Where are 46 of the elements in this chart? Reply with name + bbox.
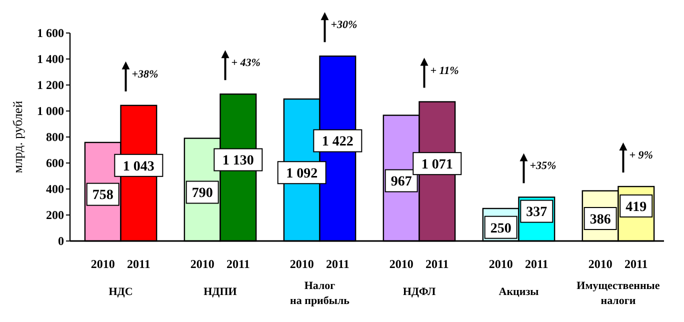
- text: 2010: [190, 257, 214, 271]
- annotation: + 11%: [430, 64, 459, 77]
- series-label: 2010: [90, 257, 115, 271]
- data-label: 790: [192, 186, 213, 202]
- data-label: 419: [626, 200, 647, 215]
- x-tick-label: Имущественные налоги: [576, 280, 660, 307]
- text: 2011: [624, 257, 648, 271]
- text: 2010: [488, 257, 513, 271]
- annotation: +38%: [132, 68, 158, 80]
- data-label: 337: [526, 205, 548, 220]
- x-tick-label: НДФЛ: [402, 286, 436, 298]
- text: 2011: [524, 257, 548, 271]
- y-axis-title: млрд. рублей: [10, 100, 25, 174]
- y-tick-label: 200: [46, 208, 64, 222]
- text: 2011: [326, 257, 350, 271]
- y-tick-label: 1 600: [37, 26, 64, 40]
- data-label: 1 071: [421, 157, 453, 172]
- text: 2010: [290, 257, 314, 271]
- annotation: + 43%: [231, 57, 260, 70]
- x-tick-label: НДС: [108, 286, 133, 298]
- data-label: 386: [590, 212, 611, 228]
- data-label: 758: [92, 188, 114, 204]
- data-label: 1 130: [222, 154, 254, 169]
- data-label: 967: [390, 174, 412, 190]
- x-tick-label: Налог на прибыль: [290, 280, 350, 307]
- data-label: 1 092: [286, 166, 318, 182]
- text: 2010: [389, 257, 414, 271]
- annotation: + 9%: [629, 150, 653, 162]
- data-label: 1 422: [322, 134, 354, 150]
- y-tick-label: 800: [46, 130, 64, 144]
- text: 2011: [226, 257, 250, 271]
- y-tick-label: 1 000: [37, 104, 64, 118]
- y-tick-label: 600: [46, 156, 64, 170]
- series-label: 2011: [127, 257, 150, 271]
- y-tick-label: 1 200: [37, 78, 64, 92]
- y-tick-label: 0: [58, 234, 64, 248]
- y-tick-label: 1 400: [37, 52, 64, 66]
- y-tick-label: 400: [46, 182, 64, 196]
- x-tick-label: Акцизы: [498, 286, 540, 298]
- data-label: 250: [490, 221, 512, 236]
- text: 2010: [588, 257, 612, 271]
- text: 2011: [425, 257, 449, 271]
- data-label: 1 043: [122, 159, 154, 174]
- annotation: +30%: [330, 19, 358, 32]
- x-tick-label: НДПИ: [204, 286, 238, 298]
- annotation: +35%: [530, 160, 556, 172]
